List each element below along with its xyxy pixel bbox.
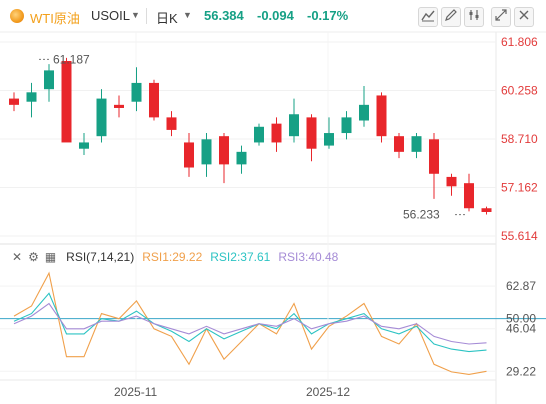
symbol-name[interactable]: WTI原油 [30,11,80,26]
rsi-tick-label: 50.00 [506,312,536,326]
candle-body [26,92,37,102]
candle-body [114,104,124,108]
candle-body [201,139,212,165]
candle-body [131,82,142,102]
time-tick-label: 2025-12 [306,385,350,399]
close-chart-icon[interactable] [514,7,534,27]
fullscreen-glyph [495,9,507,21]
candle-body [376,95,387,137]
rsi-tick-label: 62.87 [506,279,536,293]
settings-icon[interactable]: ⚙ [28,250,39,264]
line-tool-icon[interactable] [418,7,438,27]
price-change: -0.094 [257,8,294,23]
candle-body [9,98,19,105]
high-price-label: 61.187 [53,52,90,66]
price-change-percent: -0.17% [307,8,349,23]
candle-body [254,126,264,143]
draw-pen-icon[interactable] [441,7,461,27]
rsi3-line [13,302,487,345]
rsi-layer [13,271,487,375]
candle-body [79,142,89,149]
oil-logo-icon [10,9,24,23]
low-price-label: 56.233 [403,208,440,222]
candle-body [61,60,72,143]
candle-body [324,133,334,146]
rsi-tick-label: 29.22 [506,364,536,378]
toolbar-divider [146,8,147,24]
candle-body [394,136,404,152]
candle-body [464,183,474,209]
candle-body [166,117,177,130]
candle-body [429,139,439,174]
period-selector[interactable]: 日K [156,11,178,26]
candle-body [44,70,54,90]
price-tick-label: 58.710 [501,132,538,146]
candle-body [236,151,247,165]
price-tick-label: 60.258 [501,84,538,98]
rsi-title: RSI(7,14,21) [66,250,135,264]
price-tick-label: 55.614 [501,229,538,243]
rsi1-line [13,271,487,375]
line-tool-glyph [421,10,435,22]
candle-body [96,98,107,137]
rsi1-value: RSI1:29.22 [142,250,203,264]
candle-body [446,176,457,187]
time-tick-label: 2025-11 [114,385,157,399]
symbol-code[interactable]: USOIL [91,8,131,23]
last-price: 56.384 [204,8,244,23]
price-tick-label: 57.162 [501,181,538,195]
candle-body [481,208,492,213]
candle-body [219,136,229,165]
collapse-icon[interactable]: ✕ [12,250,23,264]
candle-body [149,82,159,118]
chart-toolbar: WTI原油 USOIL ▼ 日K ▼ 56.384 -0.094 -0.17% [0,0,546,32]
rsi-tick-label: 46.04 [506,322,536,336]
settings-sliders-icon[interactable] [464,7,484,27]
period-dropdown-icon[interactable]: ▼ [183,10,192,20]
indicator-grid-icon[interactable]: ▦ [44,250,57,264]
close-glyph [519,10,529,20]
price-tick-label: 61.806 [501,35,538,49]
fullscreen-icon[interactable] [491,7,511,27]
axis-labels-layer: 61.806 60.258 58.710 57.162 55.614 61.187 56.2… [39,35,538,399]
candles-layer [9,57,492,215]
rsi3-value: RSI3:40.48 [278,250,339,264]
candle-body [341,117,352,134]
candle-body [411,136,422,152]
rsi2-value: RSI2:37.61 [210,250,271,264]
candle-body [359,104,369,121]
candle-body [271,123,282,143]
rsi-legend: ✕ ⚙ ▦ RSI(7,14,21) RSI1:29.22 RSI2:37.61… [12,249,338,265]
candle-body [184,142,194,168]
symbol-dropdown-icon[interactable]: ▼ [131,10,140,20]
pen-glyph [445,9,457,21]
candle-body [306,117,317,149]
sliders-glyph [469,10,479,20]
rsi2-line [13,292,487,353]
candle-body [289,114,299,137]
